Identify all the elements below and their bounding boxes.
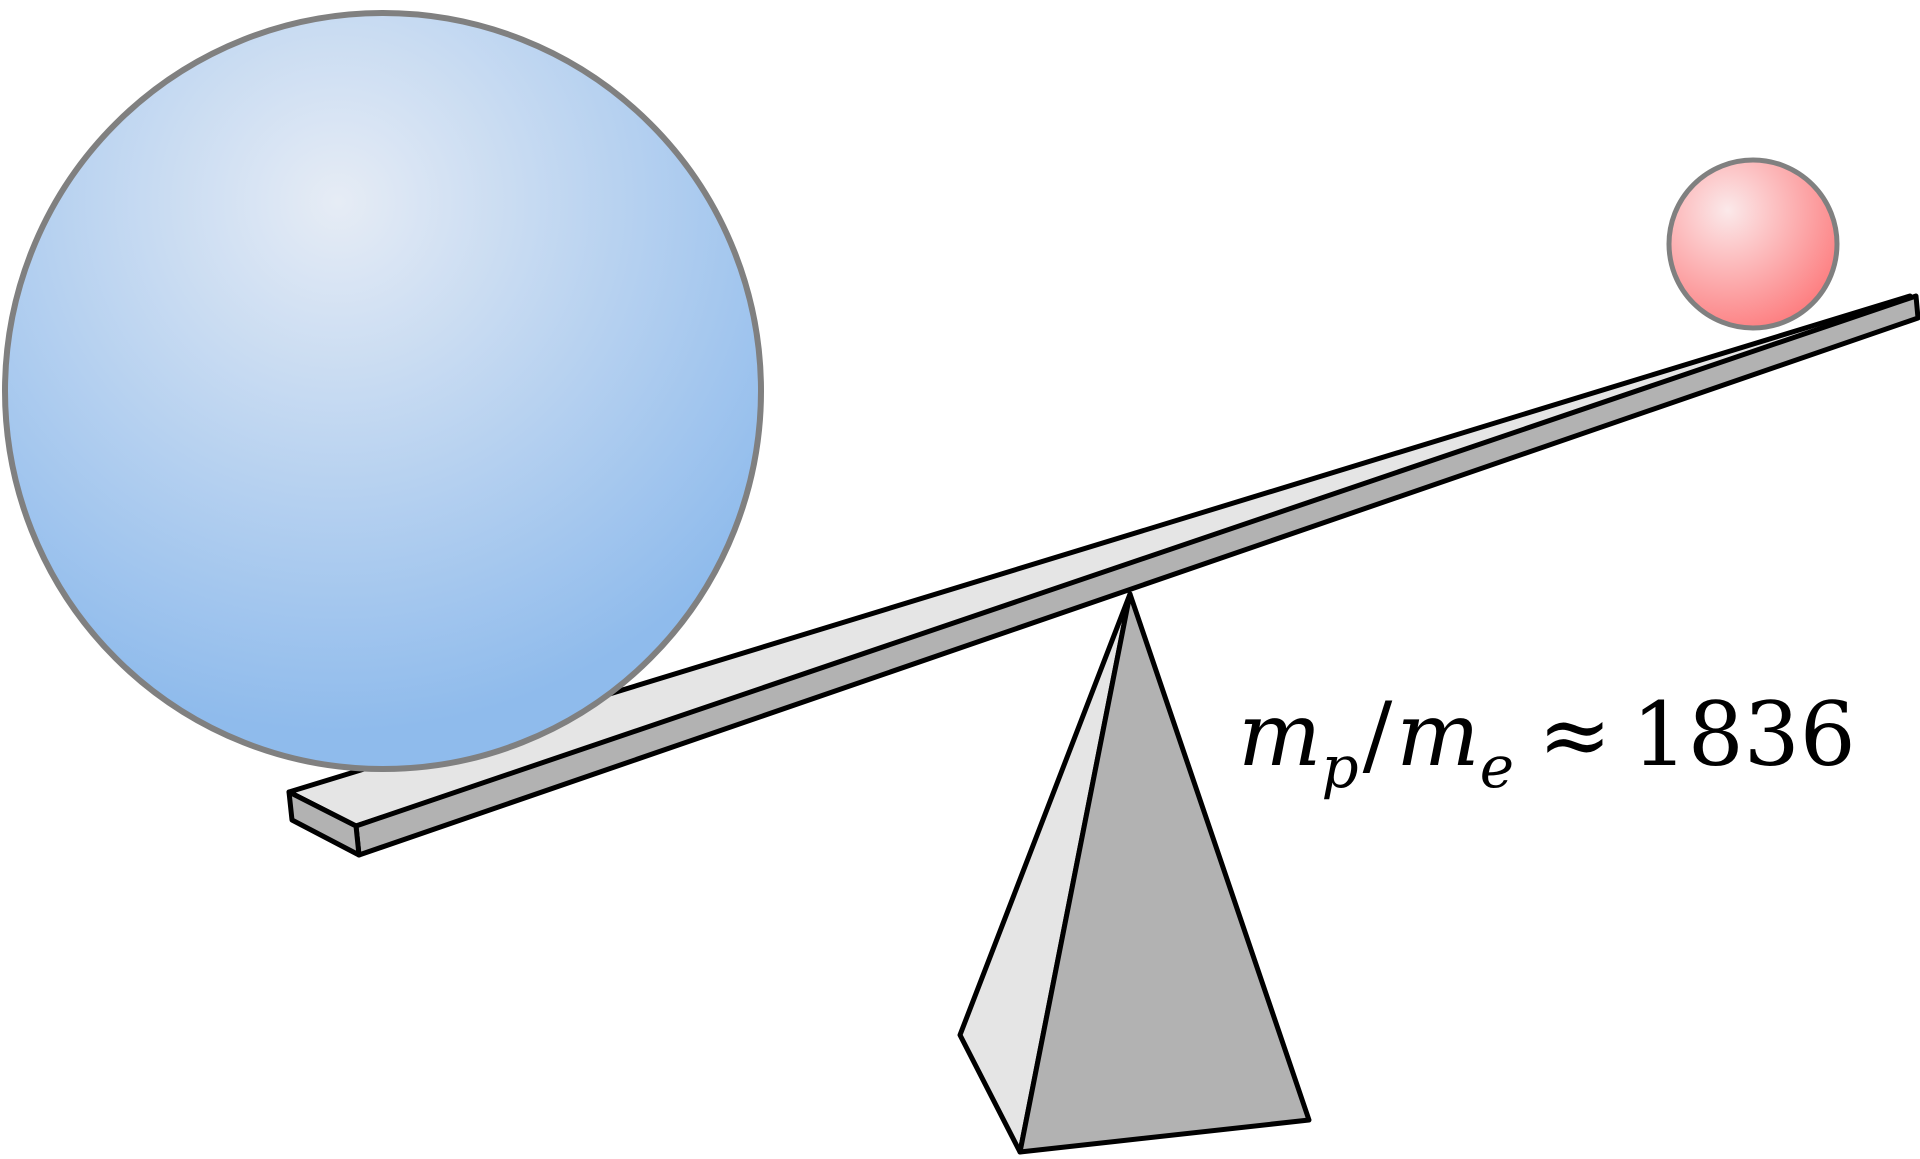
beam-end-face xyxy=(286,789,362,858)
seesaw-beam xyxy=(286,293,1920,858)
ratio-value: 1836 xyxy=(1632,683,1856,786)
fulcrum xyxy=(957,591,1312,1155)
proton-subscript: p xyxy=(1321,733,1358,801)
electron-sphere xyxy=(1666,157,1840,331)
proton-mass-symbol: m xyxy=(1238,683,1321,786)
mass-ratio-equation: mp/me ≈1836 xyxy=(1238,683,1856,801)
ratio-slash: / xyxy=(1363,683,1393,786)
proton-sphere xyxy=(2,10,764,772)
fulcrum-right-face xyxy=(1017,591,1312,1155)
electron-mass-symbol: m xyxy=(1396,683,1479,786)
approx-symbol: ≈ xyxy=(1538,683,1612,786)
electron-subscript: e xyxy=(1480,733,1514,801)
